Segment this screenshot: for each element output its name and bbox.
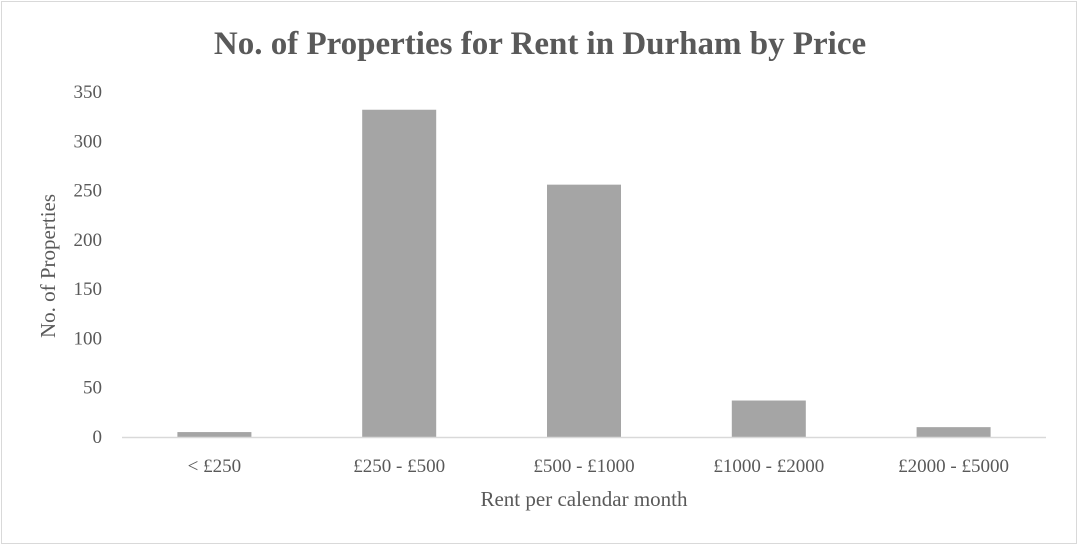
chart-title: No. of Properties for Rent in Durham by … — [214, 26, 866, 62]
x-tick-label: < £250 — [188, 456, 241, 477]
y-tick-label: 150 — [74, 279, 103, 300]
x-tick-label: £2000 - £5000 — [898, 456, 1009, 477]
y-tick-label: 50 — [83, 378, 102, 399]
y-tick-label: 300 — [74, 131, 103, 152]
bar — [362, 109, 437, 437]
x-tick-label: £250 - £500 — [353, 456, 445, 477]
x-tick-label: £1000 - £2000 — [713, 456, 824, 477]
y-tick-label: 200 — [74, 230, 103, 251]
y-axis-ticks: 0 50 100 150 200 250 300 350 — [74, 82, 103, 448]
x-axis-ticks: < £250 £250 - £500 £500 - £1000 £1000 - £20… — [188, 456, 1009, 477]
bar — [177, 432, 252, 437]
y-tick-label: 250 — [74, 181, 103, 202]
bar — [916, 427, 991, 437]
y-tick-label: 350 — [74, 82, 103, 103]
y-tick-label: 0 — [93, 427, 103, 448]
x-tick-label: £500 - £1000 — [533, 456, 634, 477]
y-tick-label: 100 — [74, 328, 103, 349]
bar — [547, 184, 621, 437]
x-axis-title: Rent per calendar month — [480, 487, 688, 511]
bar — [731, 400, 806, 437]
y-axis-title: No. of Properties — [36, 194, 60, 338]
bars — [177, 109, 991, 437]
